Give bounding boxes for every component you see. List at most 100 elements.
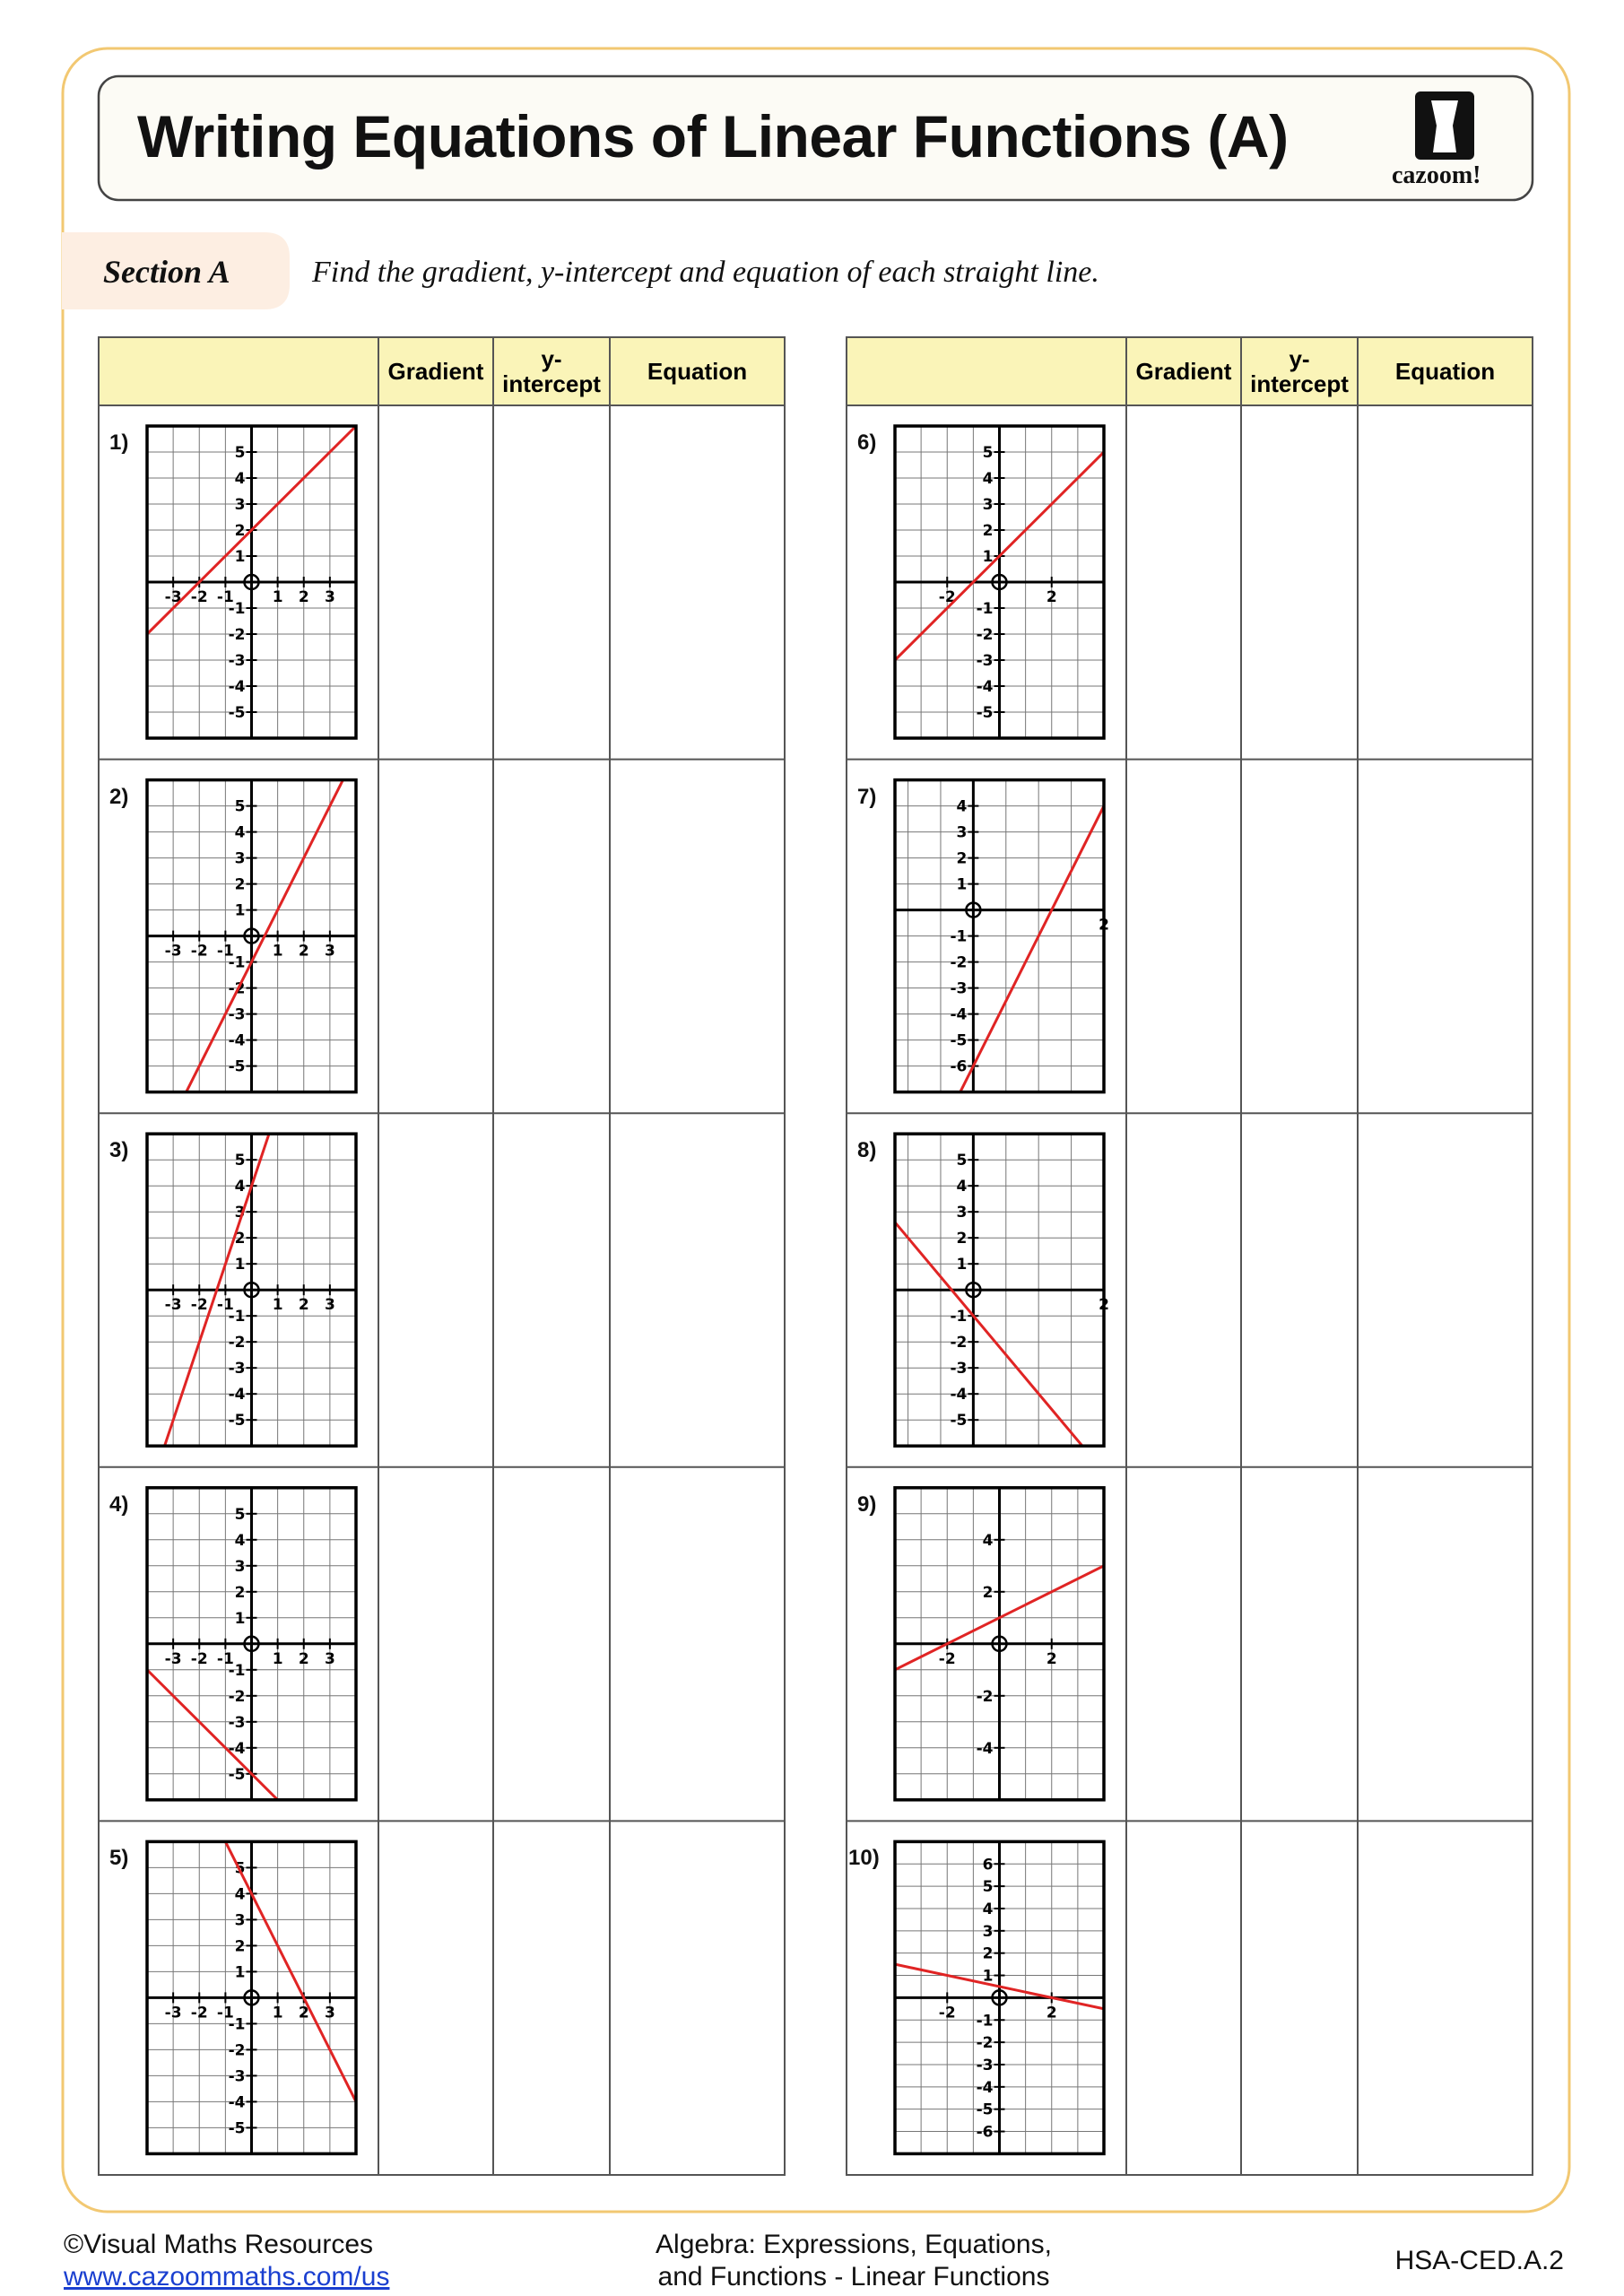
y-tick-label: -6 xyxy=(950,1058,967,1076)
graph-border xyxy=(893,1486,1106,1802)
y-tick-label: 5 xyxy=(983,1878,994,1896)
x-tick-label: 3 xyxy=(325,2004,335,2022)
problem-number: 3) xyxy=(109,1138,129,1163)
y-tick-label: 3 xyxy=(983,1923,994,1941)
y-tick-label: 1 xyxy=(235,902,246,920)
line xyxy=(163,1134,271,1447)
y-tick-label: 2 xyxy=(983,1945,994,1963)
y-tick-label: -3 xyxy=(229,1360,246,1378)
graph-border xyxy=(893,1132,1106,1448)
x-tick-label: 1 xyxy=(273,588,283,606)
y-tick-label: 4 xyxy=(983,470,994,488)
graph-border xyxy=(145,424,358,740)
y-tick-label: -4 xyxy=(950,1006,967,1024)
x-tick-label: -2 xyxy=(939,1650,956,1668)
y-tick-label: -5 xyxy=(229,2119,246,2137)
x-tick-label: 3 xyxy=(325,1650,335,1668)
x-tick-label: 2 xyxy=(299,588,309,606)
origin xyxy=(991,573,1008,591)
y-tick-label: 5 xyxy=(235,444,246,462)
graph-border xyxy=(145,1486,358,1802)
problem-number: 2) xyxy=(109,784,129,809)
logo-cup xyxy=(1431,100,1458,152)
y-tick-label: 3 xyxy=(957,1204,968,1222)
y-tick-label: 2 xyxy=(235,1937,246,1955)
y-tick-label: 1 xyxy=(235,548,246,566)
x-tick-label: -3 xyxy=(165,2004,182,2022)
y-tick-label: 5 xyxy=(957,1152,968,1170)
footer-link[interactable]: www.cazoommaths.com/us xyxy=(64,2262,390,2292)
y-tick-label: 2 xyxy=(235,876,246,894)
y-tick-label: 4 xyxy=(235,1885,246,1903)
column-header: Equation xyxy=(647,358,748,385)
origin xyxy=(991,1989,1008,2006)
y-tick-label: 3 xyxy=(235,1204,246,1222)
y-tick-label: 4 xyxy=(235,470,246,488)
y-tick-label: 2 xyxy=(957,850,968,868)
problem-number: 6) xyxy=(857,430,877,455)
x-tick-label: 2 xyxy=(299,2004,309,2022)
table-border xyxy=(846,336,1533,2176)
y-tick-label: -1 xyxy=(229,600,246,618)
problem-number: 7) xyxy=(857,784,877,809)
y-tick-label: 4 xyxy=(235,1178,246,1196)
y-tick-label: -4 xyxy=(977,2079,994,2097)
x-tick-label: 1 xyxy=(273,1296,283,1314)
y-tick-label: 2 xyxy=(983,522,994,540)
graph: -2 2 -6 -5 -4 -3 -2 -1 1 2 3 4 5 6 xyxy=(893,1839,1106,2156)
y-tick-label: 4 xyxy=(983,1900,994,1918)
y-tick-label: -2 xyxy=(229,626,246,644)
y-tick-label: 2 xyxy=(235,1584,246,1602)
line xyxy=(224,1841,356,2103)
x-tick-label: -3 xyxy=(165,1650,182,1668)
line xyxy=(147,1668,279,1800)
x-tick-label: 3 xyxy=(325,1296,335,1314)
y-tick-label: -2 xyxy=(950,954,967,972)
y-tick-label: 1 xyxy=(235,1963,246,1981)
y-tick-label: -4 xyxy=(229,1032,246,1050)
y-tick-label: -4 xyxy=(977,678,994,696)
y-tick-label: -3 xyxy=(950,1360,967,1378)
column-header: Gradient xyxy=(387,358,484,385)
y-tick-label: 1 xyxy=(235,1256,246,1274)
y-tick-label: -3 xyxy=(229,1714,246,1732)
y-tick-label: 5 xyxy=(235,1152,246,1170)
page-border xyxy=(61,47,1571,2213)
y-tick-label: 3 xyxy=(957,824,968,842)
graph-border xyxy=(893,1839,1106,2156)
problem-number: 10) xyxy=(848,1846,880,1871)
y-tick-label: 3 xyxy=(983,496,994,514)
x-tick-label: -1 xyxy=(217,2004,234,2022)
y-tick-label: 2 xyxy=(235,1230,246,1248)
origin xyxy=(965,1281,982,1299)
y-tick-label: -3 xyxy=(229,652,246,670)
y-tick-label: -1 xyxy=(229,1662,246,1680)
y-tick-label: 3 xyxy=(235,1911,246,1929)
origin xyxy=(965,901,982,918)
y-tick-label: -1 xyxy=(977,600,994,618)
y-tick-label: 1 xyxy=(983,548,994,566)
x-tick-label: -2 xyxy=(191,1296,208,1314)
y-tick-label: 5 xyxy=(235,1506,246,1524)
logo-text: cazoom! xyxy=(1392,161,1481,189)
y-tick-label: 3 xyxy=(235,850,246,868)
y-tick-label: -3 xyxy=(229,2067,246,2085)
y-tick-label: -2 xyxy=(977,1688,994,1706)
x-tick-label: 1 xyxy=(273,2004,283,2022)
y-tick-label: 1 xyxy=(957,1256,968,1274)
origin xyxy=(243,1281,260,1299)
y-tick-label: 2 xyxy=(235,522,246,540)
y-tick-label: 4 xyxy=(957,798,968,816)
y-tick-label: 2 xyxy=(957,1230,968,1248)
y-tick-label: 4 xyxy=(983,1532,994,1550)
footer-standard: HSA-CED.A.2 xyxy=(1394,2246,1564,2275)
y-tick-label: -2 xyxy=(977,626,994,644)
x-tick-label: -2 xyxy=(191,1650,208,1668)
x-tick-label: -1 xyxy=(217,1296,234,1314)
